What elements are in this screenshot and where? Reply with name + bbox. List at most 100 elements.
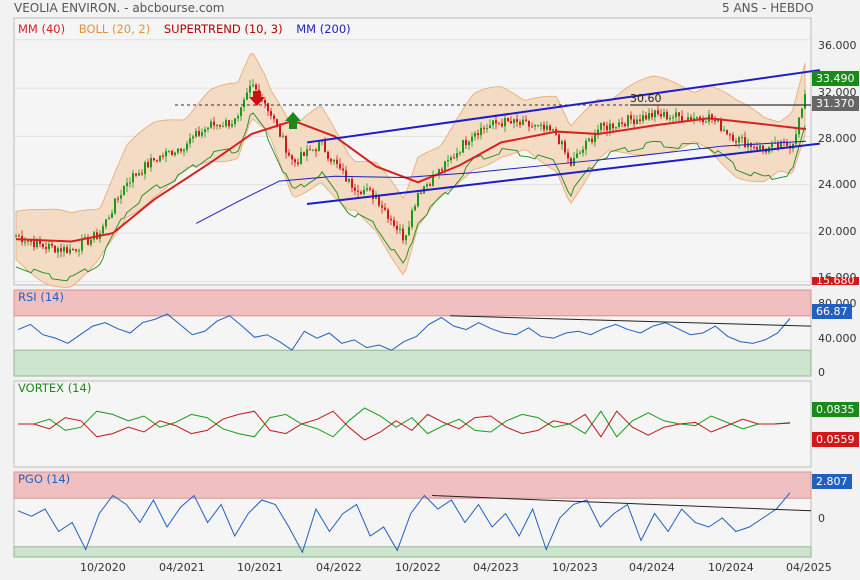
- candle-body: [414, 206, 416, 211]
- candle-body: [681, 116, 683, 122]
- candle-body: [456, 153, 458, 158]
- pgo-low-zone: [13, 546, 812, 558]
- candle-body: [471, 136, 473, 142]
- candle-body: [537, 125, 539, 127]
- candle-body: [75, 249, 77, 251]
- candle-body: [69, 249, 71, 254]
- candle-body: [330, 158, 332, 162]
- candle-body: [462, 140, 464, 153]
- candle-body: [666, 111, 668, 120]
- candle-body: [144, 162, 146, 174]
- candle-body: [711, 114, 713, 120]
- candle-body: [729, 134, 731, 136]
- candle-body: [114, 198, 116, 214]
- vortex-plus-line: [18, 407, 791, 438]
- candle-body: [519, 122, 521, 125]
- channel-upper-badge: 33.490: [812, 71, 859, 86]
- candle-body: [624, 123, 626, 127]
- candle-body: [552, 129, 554, 131]
- candle-body: [432, 174, 434, 186]
- candle-body: [702, 118, 704, 123]
- candle-body: [561, 141, 563, 145]
- candle-body: [732, 134, 734, 141]
- candle-body: [60, 248, 62, 252]
- buy-arrow-icon: [285, 112, 301, 129]
- candle-body: [375, 196, 377, 199]
- pgo-high-zone: [13, 471, 812, 499]
- candle-body: [390, 218, 392, 221]
- candle-body: [318, 141, 320, 152]
- candle-body: [234, 118, 236, 125]
- candle-body: [192, 136, 194, 139]
- candle-body: [165, 151, 167, 157]
- candle-body: [540, 124, 542, 126]
- candle-body: [543, 124, 545, 130]
- candle-body: [600, 122, 602, 130]
- candle-body: [72, 249, 74, 251]
- candle-body: [786, 142, 788, 146]
- candle-body: [474, 133, 476, 137]
- candle-body: [381, 205, 383, 208]
- candle-body: [291, 155, 293, 160]
- candle-body: [363, 189, 365, 194]
- candle-body: [438, 169, 440, 176]
- candle-body: [288, 152, 290, 156]
- rsi-ytick: 0: [818, 366, 825, 379]
- candle-body: [717, 119, 719, 122]
- candle-body: [228, 120, 230, 127]
- candle-body: [321, 140, 323, 142]
- candle-body: [117, 198, 119, 200]
- candle-body: [396, 225, 398, 230]
- candle-body: [621, 122, 623, 124]
- candle-body: [384, 207, 386, 210]
- candle-body: [198, 130, 200, 136]
- candle-body: [189, 138, 191, 144]
- x-tick: 10/2022: [395, 561, 441, 574]
- candle-body: [360, 191, 362, 194]
- candle-body: [450, 157, 452, 161]
- pgo-badge: 2.807: [812, 474, 852, 489]
- x-tick: 10/2020: [80, 561, 126, 574]
- candle-body: [387, 209, 389, 219]
- candle-body: [447, 160, 449, 162]
- candle-body: [477, 133, 479, 136]
- candle-body: [630, 115, 632, 120]
- supertrend-badge: 15.680: [812, 277, 859, 285]
- candle-body: [672, 117, 674, 119]
- candle-body: [570, 158, 572, 166]
- candle-body: [465, 140, 467, 146]
- candle-body: [642, 115, 644, 122]
- candle-body: [444, 161, 446, 171]
- candle-body: [294, 159, 296, 163]
- candle-body: [597, 129, 599, 135]
- rsi-overbought-zone: [13, 289, 812, 317]
- candle-body: [327, 151, 329, 159]
- candle-body: [81, 239, 83, 251]
- candle-body: [279, 125, 281, 137]
- candle-body: [483, 127, 485, 129]
- candle-body: [102, 226, 104, 234]
- candle-body: [273, 115, 275, 120]
- candle-body: [777, 142, 779, 149]
- candle-body: [36, 239, 38, 248]
- candle-body: [369, 188, 371, 190]
- pgo-trendline: [432, 495, 812, 512]
- candle-body: [513, 119, 515, 124]
- candle-body: [171, 150, 173, 155]
- candle-body: [663, 111, 665, 117]
- candle-body: [126, 182, 128, 187]
- candle-body: [741, 137, 743, 139]
- chart-title: VEOLIA ENVIRON. - abcbourse.com: [14, 1, 225, 15]
- candle-body: [15, 235, 17, 237]
- candle-body: [255, 84, 257, 90]
- candle-body: [312, 149, 314, 151]
- candle-body: [348, 178, 350, 182]
- candle-body: [42, 243, 44, 248]
- candle-body: [309, 149, 311, 151]
- candle-body: [354, 187, 356, 191]
- candle-body: [801, 108, 803, 118]
- candle-body: [201, 132, 203, 136]
- candle-body: [606, 125, 608, 131]
- pgo-ytick: 0: [818, 512, 825, 525]
